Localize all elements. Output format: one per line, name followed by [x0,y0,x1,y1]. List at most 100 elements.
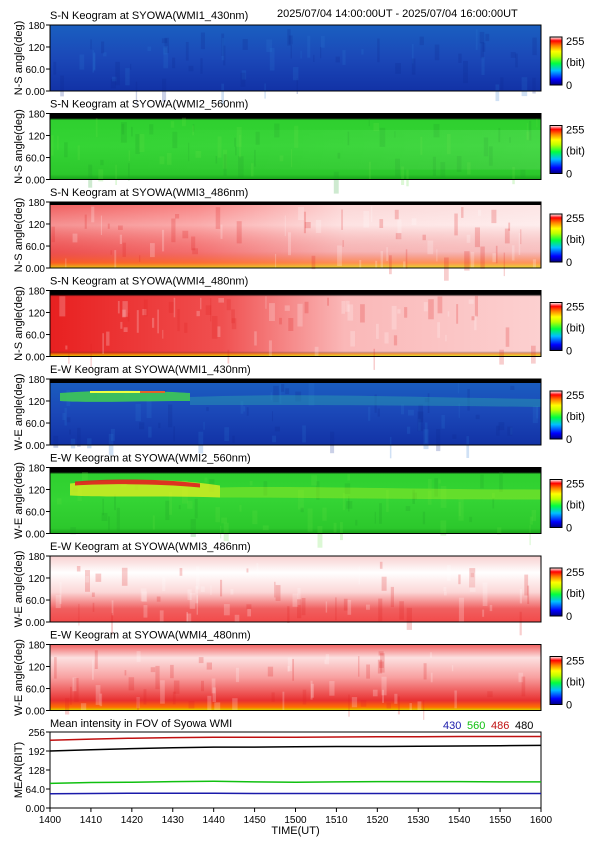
keogram-image [50,379,541,445]
y-tick-label: 0.00 [26,441,46,452]
keogram-panel: S-N Keogram at SYOWA(WMI4_480nm) 180 120 60… [13,276,585,370]
colorbar [549,213,563,263]
y-tick-label: 128 [28,766,45,777]
colorbar-max-label: 255 [566,36,584,48]
y-tick-label: 0.00 [26,87,46,98]
y-tick-label: 0.00 [26,804,46,815]
legend-entry: 430 [443,720,461,732]
legend-entry: 480 [515,720,533,732]
x-tick-label: 1420 [121,815,144,826]
keogram-panel: E-W Keogram at SYOWA(WMI3_486nm) 180 120 60… [13,541,585,636]
y-axis-label: MEAN(BIT) [13,742,25,798]
colorbar-min-label: 0 [566,523,572,535]
colorbar-unit-label: (bit) [566,234,585,246]
y-tick-label: 0.00 [26,176,46,187]
y-axis-label: W-E angle(deg) [13,462,25,539]
y-tick-label: 180 [28,21,45,32]
y-tick-label: 180 [28,641,45,652]
x-tick-label: 1510 [325,815,348,826]
keogram-stack: S-N Keogram at SYOWA(WMI1_430nm) 180 120 60… [13,10,585,726]
colorbar-max-label: 255 [566,390,584,402]
keogram-panel: S-N Keogram at SYOWA(WMI3_486nm) 180 120 60… [13,187,585,281]
y-tick-label: 60.0 [26,242,46,253]
keogram-panel: E-W Keogram at SYOWA(WMI2_560nm) 180 120 60… [13,453,585,548]
y-tick-label: 60.0 [26,331,46,342]
y-axis-label: W-E angle(deg) [13,551,25,628]
y-axis-label: N-S angle(deg) [13,21,25,96]
keogram-image [50,25,541,91]
colorbar-min-label: 0 [566,257,572,269]
series-line-480 [49,744,542,752]
colorbar-max-label: 255 [566,479,584,491]
colorbar-unit-label: (bit) [566,588,585,600]
y-tick-label: 0.00 [26,618,46,629]
keogram-title: S-N Keogram at SYOWA(WMI1_430nm) [50,10,248,22]
x-tick-label: 1520 [366,815,389,826]
colorbar-min-label: 0 [566,611,572,623]
y-tick-label: 60.0 [26,419,46,430]
plot-frame [49,731,542,809]
series-line-430 [49,792,541,795]
colorbar [549,390,563,440]
keogram-panel: S-N Keogram at SYOWA(WMI2_560nm) 180 120 60… [13,99,585,194]
y-tick-label: 0.00 [26,707,46,718]
y-tick-label: 60.0 [26,65,46,76]
y-tick-label: 180 [28,552,45,563]
x-tick-label: 1450 [243,815,266,826]
x-tick-label: 1550 [489,815,512,826]
colorbar-min-label: 0 [566,80,572,92]
colorbar [549,302,563,351]
y-tick-label: 256 [28,728,45,739]
y-tick-label: 180 [28,464,45,475]
x-tick-label: 1500 [284,815,307,826]
colorbar-unit-label: (bit) [566,57,585,69]
keogram-title: E-W Keogram at SYOWA(WMI4_480nm) [50,630,251,642]
keogram-image [50,467,541,534]
keogram-title: S-N Keogram at SYOWA(WMI2_560nm) [50,99,248,111]
colorbar-max-label: 255 [566,567,584,579]
colorbar-unit-label: (bit) [566,323,585,335]
x-tick-label: 1440 [203,815,226,826]
y-tick-label: 180 [28,198,45,209]
colorbar-max-label: 255 [566,302,584,314]
y-tick-label: 60.0 [26,596,46,607]
colorbar [549,36,563,86]
time-range-header: 2025/07/04 14:00:00UT - 2025/07/04 16:00… [277,8,518,20]
colorbar [549,656,563,705]
y-tick-label: 0.00 [26,530,46,541]
x-tick-label: 1430 [162,815,185,826]
colorbar-min-label: 0 [566,346,572,358]
y-tick-label: 120 [28,43,45,54]
y-tick-label: 120 [28,308,45,319]
x-tick-label: 1530 [407,815,430,826]
y-axis-label: N-S angle(deg) [13,109,25,184]
y-tick-label: 64.0 [26,785,46,796]
y-tick-label: 60.0 [26,685,46,696]
series-line-486 [49,735,541,742]
keogram-title: S-N Keogram at SYOWA(WMI4_480nm) [50,276,248,288]
y-tick-label: 180 [28,287,45,298]
x-tick-label: 1410 [80,815,103,826]
colorbar [549,479,563,528]
legend-entry: 486 [491,720,509,732]
x-axis-label: TIME(UT) [271,825,319,837]
keogram-title: E-W Keogram at SYOWA(WMI1_430nm) [50,364,251,376]
y-tick-label: 120 [28,574,45,585]
keogram-title: E-W Keogram at SYOWA(WMI3_486nm) [50,541,251,553]
y-tick-label: 120 [28,220,45,231]
keogram-image [50,644,541,711]
series-line-560 [49,780,541,785]
y-tick-label: 120 [28,662,45,673]
y-tick-label: 60.0 [26,154,46,165]
colorbar [549,567,563,617]
y-tick-label: 120 [28,485,45,496]
colorbar-unit-label: (bit) [566,146,585,158]
y-tick-label: 0.00 [26,264,46,275]
colorbar [549,125,563,174]
keogram-title: S-N Keogram at SYOWA(WMI3_486nm) [50,187,248,199]
colorbar-min-label: 0 [566,700,572,712]
colorbar-max-label: 255 [566,213,584,225]
y-axis-label: N-S angle(deg) [13,198,25,273]
y-tick-label: 120 [28,131,45,142]
